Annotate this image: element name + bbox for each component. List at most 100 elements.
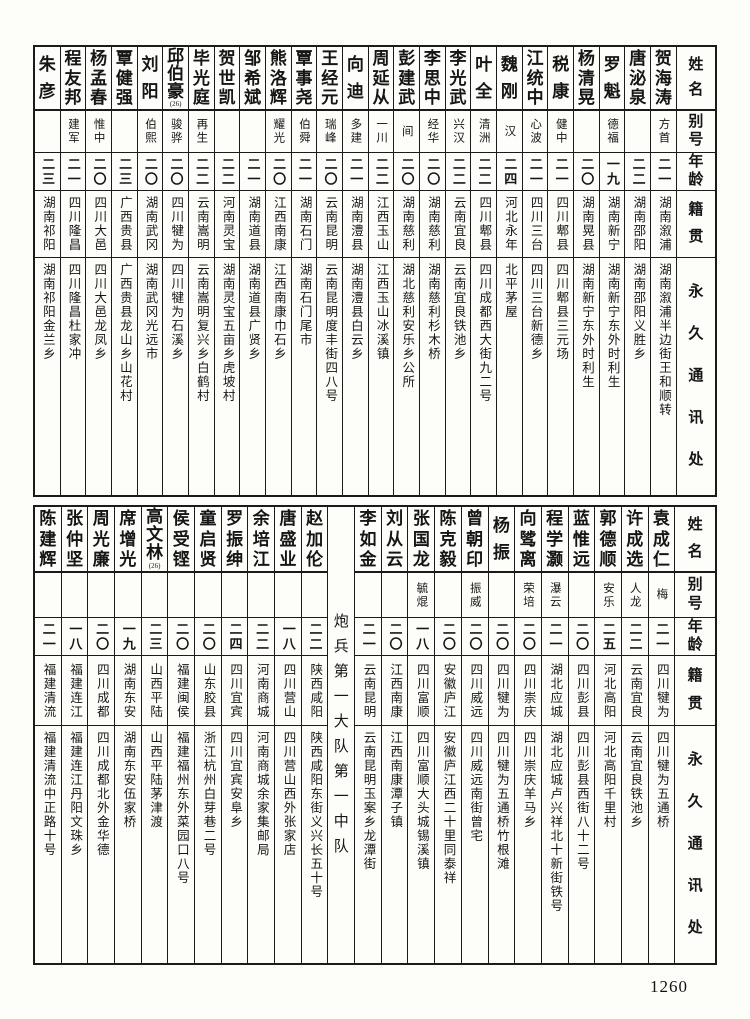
entry-address: 江西玉山冰溪镇: [369, 258, 394, 495]
char: 讯: [687, 878, 703, 894]
entry-alias-text: 梅: [655, 588, 668, 602]
entry-age-text: 二二: [627, 621, 643, 652]
char: 孟: [90, 68, 108, 88]
char: 贺: [218, 48, 236, 68]
entry-age-text: 二〇: [574, 621, 590, 652]
char: 唐: [629, 48, 647, 68]
entry-age-text: 二一: [296, 156, 312, 187]
entry-address: 四川成都北外金华德: [88, 726, 114, 963]
entry-address: 湖南东安伍家桥: [115, 726, 141, 963]
entry-name-note: (26): [148, 562, 161, 570]
entry-column: 朱彦二三 湖南祁阳 湖南祁阳金兰乡: [34, 47, 60, 495]
char: 光: [449, 68, 467, 88]
entry-age-text: 二一: [553, 156, 569, 187]
entry-age: 二二: [214, 153, 240, 191]
char: 处: [687, 920, 703, 936]
entry-alias-text: 心波: [529, 118, 542, 145]
entry-address-text: 北平茅屋: [502, 263, 517, 319]
entry-age: 二三: [111, 153, 137, 191]
char: 涛: [654, 88, 672, 108]
entry-address: 四川威远南街曾宅: [462, 726, 488, 963]
entry-address: 四川崇庆羊马乡: [515, 726, 541, 963]
entry-origin: 江西南康: [266, 191, 291, 258]
char: 洛: [269, 68, 287, 88]
entry-age: 二一: [35, 618, 61, 656]
entry-age-text: 二〇: [520, 621, 536, 652]
char: 贺: [654, 48, 672, 68]
char: 成: [652, 529, 670, 549]
entry-origin-text: 湖南新宁: [605, 196, 620, 252]
entry-address-text: 四川营山西外张家店: [281, 731, 296, 857]
entry-address-text: 云南昆明度丰街四八号: [323, 263, 338, 403]
entry-column: 罗魁德福 一九 湖南新宁 湖南新宁东外时利生: [598, 47, 625, 495]
entry-age: 二〇: [266, 153, 291, 191]
entry-name: 向迪: [343, 47, 368, 111]
entry-column: 童启贤二〇 山东胶县 浙江杭州白芽巷二号: [194, 507, 221, 963]
entry-address-text: 湖南新宁东外时利生: [605, 263, 620, 389]
char: 彭: [398, 48, 416, 68]
entry-age: 二一: [541, 618, 568, 656]
entry-name: 王经元: [317, 47, 343, 111]
entry-origin-text: 四川郫县: [554, 196, 569, 252]
entry-column: 贺世凯二二 河南灵宝 湖南灵宝五亩乡虎坡村: [213, 47, 240, 495]
char: 林: [146, 543, 164, 562]
entry-age: 二二: [471, 153, 497, 191]
char: 名: [687, 543, 703, 560]
entry-address-text: 云南嵩明复兴乡白鹤村: [194, 263, 209, 403]
entry-origin-text: 湖北应城: [548, 662, 563, 719]
entry-column: 刘阳伯熙 二〇 湖南武冈 湖南武冈光远市: [136, 47, 163, 495]
entry-address: 四川三台新德乡: [523, 258, 548, 495]
entry-alias: 安乐: [595, 573, 621, 618]
entry-origin: 河北高阳: [595, 656, 621, 726]
entry-origin: 四川崇庆: [515, 656, 541, 726]
entry-address-text: 四川宜宾安阜乡: [228, 731, 243, 829]
entry-origin-text: 四川营山: [281, 662, 296, 719]
header-name-label: 姓名: [676, 47, 715, 111]
entry-age-text: 二二: [194, 156, 210, 187]
entry-alias-text: 德福: [606, 118, 619, 145]
entry-age: 二〇: [381, 618, 408, 656]
entry-origin: 福建连江: [61, 656, 88, 726]
entry-column: 覃健强二三 广西贵县 广西贵县龙山乡山花村: [110, 47, 137, 495]
entry-age: 一九: [115, 618, 141, 656]
char: 受: [172, 529, 190, 549]
entry-address-text: 河南商城余家集邮局: [254, 731, 269, 857]
char: 凯: [218, 88, 236, 108]
entry-origin-text: 云南昆明: [361, 662, 376, 719]
char: 庭: [192, 88, 210, 108]
entry-address: 河北高阳千里村: [595, 726, 621, 963]
char: 从: [372, 88, 390, 108]
char: 税: [552, 55, 570, 75]
char: 晃: [577, 88, 595, 108]
char: 郭: [599, 509, 617, 529]
entry-alias: 德福: [599, 111, 625, 153]
entry-address-text: 江西南康巾石乡: [271, 263, 286, 361]
entry-origin-text: 湖南澧县: [348, 196, 363, 252]
entry-alias: [195, 573, 221, 618]
char: 尧: [295, 88, 313, 108]
entry-address: 浙江杭州白芽巷二号: [195, 726, 221, 963]
entry-address: 北平茅屋: [497, 258, 522, 495]
entry-age-text: 二二: [307, 621, 323, 652]
entry-alias: [301, 573, 328, 618]
entry-origin: 四川威远: [461, 656, 488, 726]
entry-origin: 广西贵县: [111, 191, 137, 258]
entry-age: 二〇: [317, 153, 343, 191]
char: 杨: [577, 48, 595, 68]
entry-age-text: 二〇: [440, 621, 456, 652]
entry-origin: 湖北应城: [541, 656, 568, 726]
entry-age-text: 二〇: [142, 156, 158, 187]
entry-address: 福建清流中正路十号: [35, 726, 61, 963]
char: 海: [654, 68, 672, 88]
entry-origin: 湖南道县: [240, 191, 266, 258]
entry-address: 河南商城余家集邮局: [248, 726, 274, 963]
char: 姓: [688, 56, 704, 73]
entry-origin-text: 湖南晃县: [579, 196, 594, 252]
entry-age: 一八: [61, 618, 88, 656]
entry-column: 席增光一九 湖南东安 湖南东安伍家桥: [114, 507, 141, 963]
entry-name: 周延从: [368, 47, 394, 111]
entry-alias: 一川: [368, 111, 394, 153]
entry-age-text: 二〇: [579, 156, 595, 187]
entry-address-text: 四川威远南街曾宅: [468, 731, 483, 843]
entry-alias: 瑞峰: [317, 111, 343, 153]
